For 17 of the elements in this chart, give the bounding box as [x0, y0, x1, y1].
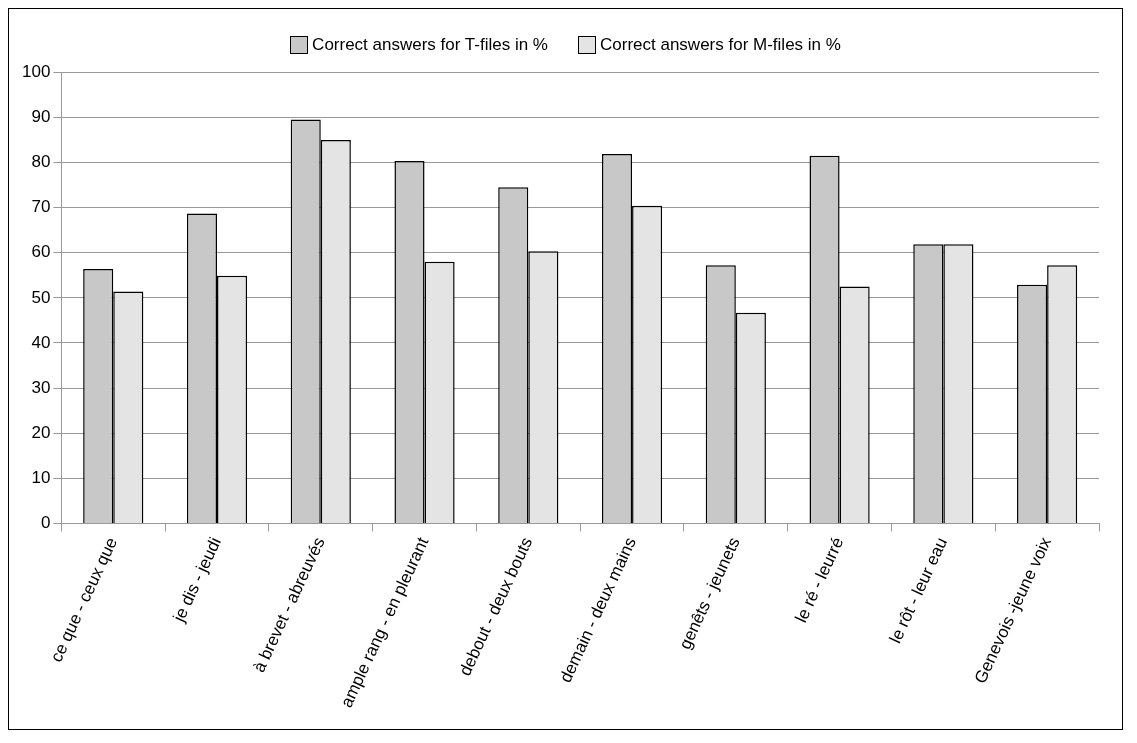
x-tick-label: ce que - ceux que [46, 534, 122, 665]
y-tick-label: 100 [21, 61, 51, 81]
legend-label: Correct answers for M-files in % [599, 35, 841, 55]
x-tick-label: le rôt - leur eau [885, 534, 952, 647]
y-tick-label: 70 [31, 197, 51, 217]
y-tick-label: 30 [31, 377, 51, 397]
y-tick-label: 20 [31, 422, 51, 442]
y-tick-label: 80 [31, 152, 51, 172]
y-tick-label: 50 [31, 287, 51, 307]
x-tick-label: je dis - jeudi [168, 534, 225, 626]
y-tick-label: 40 [31, 332, 51, 352]
x-tick-label: le ré - leurré [791, 534, 848, 626]
y-tick-label: 60 [31, 242, 51, 262]
y-tick-label: 10 [31, 468, 51, 488]
y-tick-label: 0 [40, 513, 51, 533]
y-tick-label: 90 [31, 107, 51, 127]
legend-label: Correct answers for T-files in % [312, 35, 548, 55]
